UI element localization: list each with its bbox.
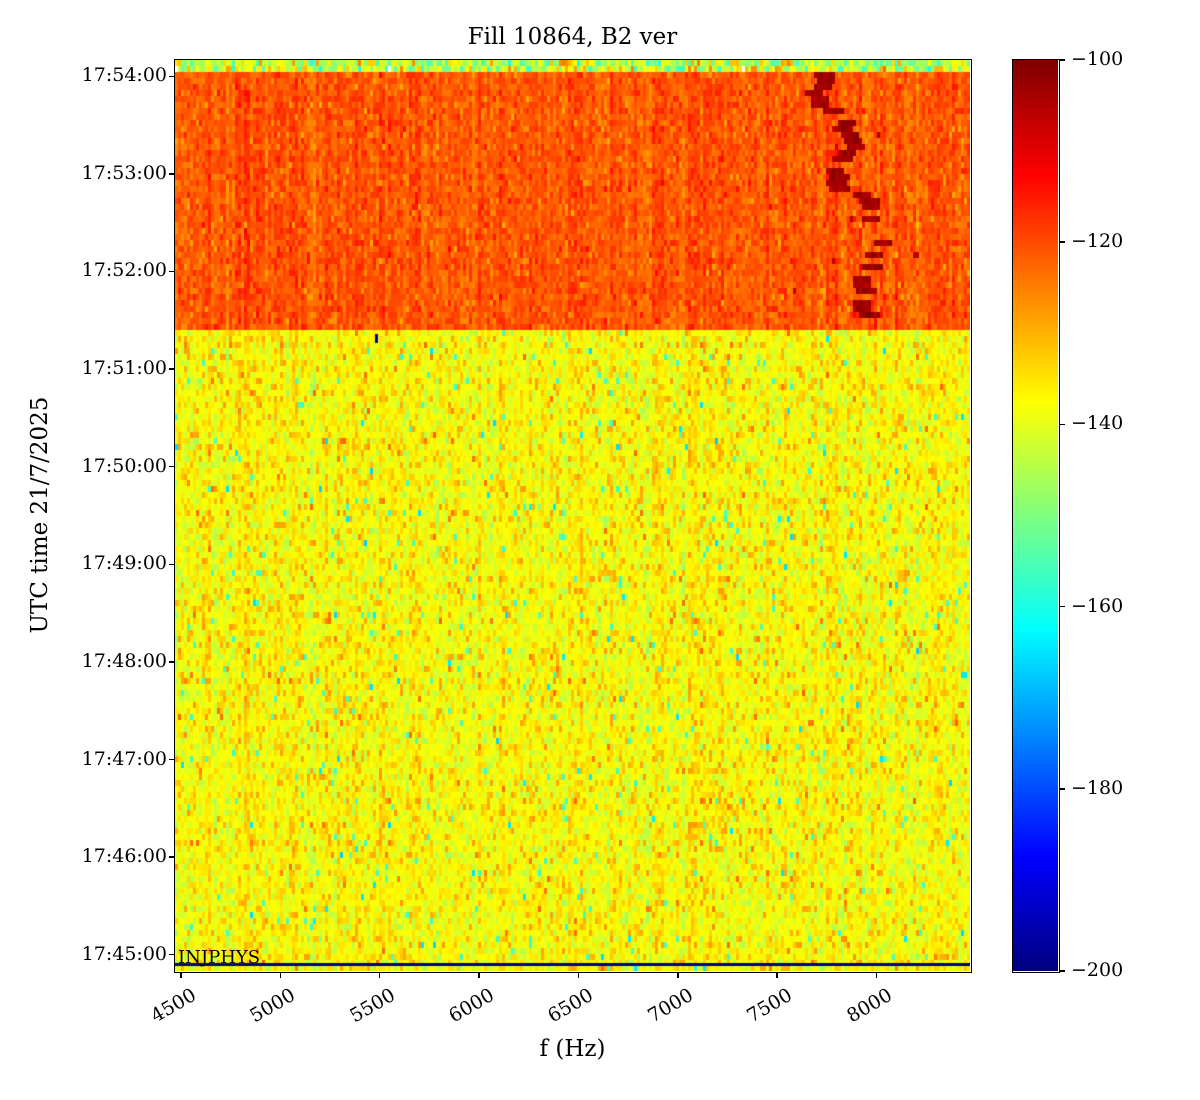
- y-tick-mark: [168, 953, 174, 956]
- y-tick-mark: [168, 75, 174, 78]
- x-tick-label: 7000: [643, 984, 697, 1028]
- x-tick-label: 6500: [544, 984, 598, 1028]
- y-tick-label: 17:50:00: [81, 454, 167, 477]
- y-tick-label: 17:51:00: [81, 357, 167, 380]
- y-axis-label: UTC time 21/7/2025: [27, 396, 53, 634]
- colorbar-tick-mark: [1059, 605, 1065, 608]
- injphys-annotation: INJPHYS: [178, 947, 261, 968]
- y-tick-mark: [168, 758, 174, 761]
- x-tick-mark: [776, 972, 778, 978]
- y-tick-mark: [168, 856, 174, 858]
- x-tick-mark: [478, 972, 480, 978]
- colorbar-tick-mark: [1059, 241, 1065, 243]
- x-tick-mark: [180, 972, 182, 978]
- y-tick-mark: [168, 465, 174, 468]
- colorbar-tick-mark: [1059, 788, 1065, 790]
- x-tick-label: 5000: [246, 984, 300, 1028]
- y-tick-label: 17:46:00: [81, 845, 167, 868]
- x-tick-mark: [279, 972, 282, 978]
- x-tick-label: 6000: [445, 984, 499, 1028]
- y-tick-label: 17:49:00: [81, 552, 167, 575]
- colorbar-tick-label: −140: [1071, 412, 1124, 435]
- colorbar-tick-label: −180: [1071, 776, 1124, 799]
- x-tick-mark: [577, 972, 580, 978]
- colorbar-tick-label: −120: [1071, 230, 1124, 253]
- y-tick-mark: [168, 173, 174, 175]
- x-tick-label: 7500: [743, 984, 797, 1028]
- x-tick-mark: [677, 972, 679, 978]
- colorbar-tick-mark: [1059, 59, 1065, 61]
- y-tick-mark: [168, 563, 174, 566]
- colorbar-tick-label: −200: [1071, 959, 1124, 981]
- y-tick-mark: [168, 368, 174, 370]
- spectrogram-canvas: [175, 60, 970, 971]
- colorbar-tick-mark: [1059, 970, 1065, 972]
- y-tick-mark: [168, 270, 174, 273]
- x-axis-label: f (Hz): [539, 1036, 606, 1062]
- colorbar-canvas: [1013, 60, 1058, 971]
- colorbar-tick-label: −100: [1071, 48, 1124, 70]
- x-tick-label: 5500: [345, 984, 399, 1028]
- y-tick-label: 17:45:00: [81, 942, 167, 965]
- x-tick-label: 4500: [147, 984, 200, 1028]
- y-tick-label: 17:54:00: [81, 64, 167, 87]
- x-tick-label: 8000: [842, 984, 896, 1028]
- x-tick-mark: [875, 972, 878, 978]
- y-tick-label: 17:47:00: [81, 747, 167, 770]
- y-tick-mark: [168, 661, 174, 663]
- y-tick-label: 17:53:00: [81, 161, 167, 184]
- y-tick-label: 17:52:00: [81, 259, 167, 282]
- colorbar-tick-label: −160: [1071, 594, 1124, 617]
- y-tick-label: 17:48:00: [81, 649, 167, 672]
- chart-title: Fill 10864, B2 ver: [467, 24, 678, 50]
- colorbar-tick-mark: [1059, 423, 1065, 426]
- x-tick-mark: [378, 972, 381, 978]
